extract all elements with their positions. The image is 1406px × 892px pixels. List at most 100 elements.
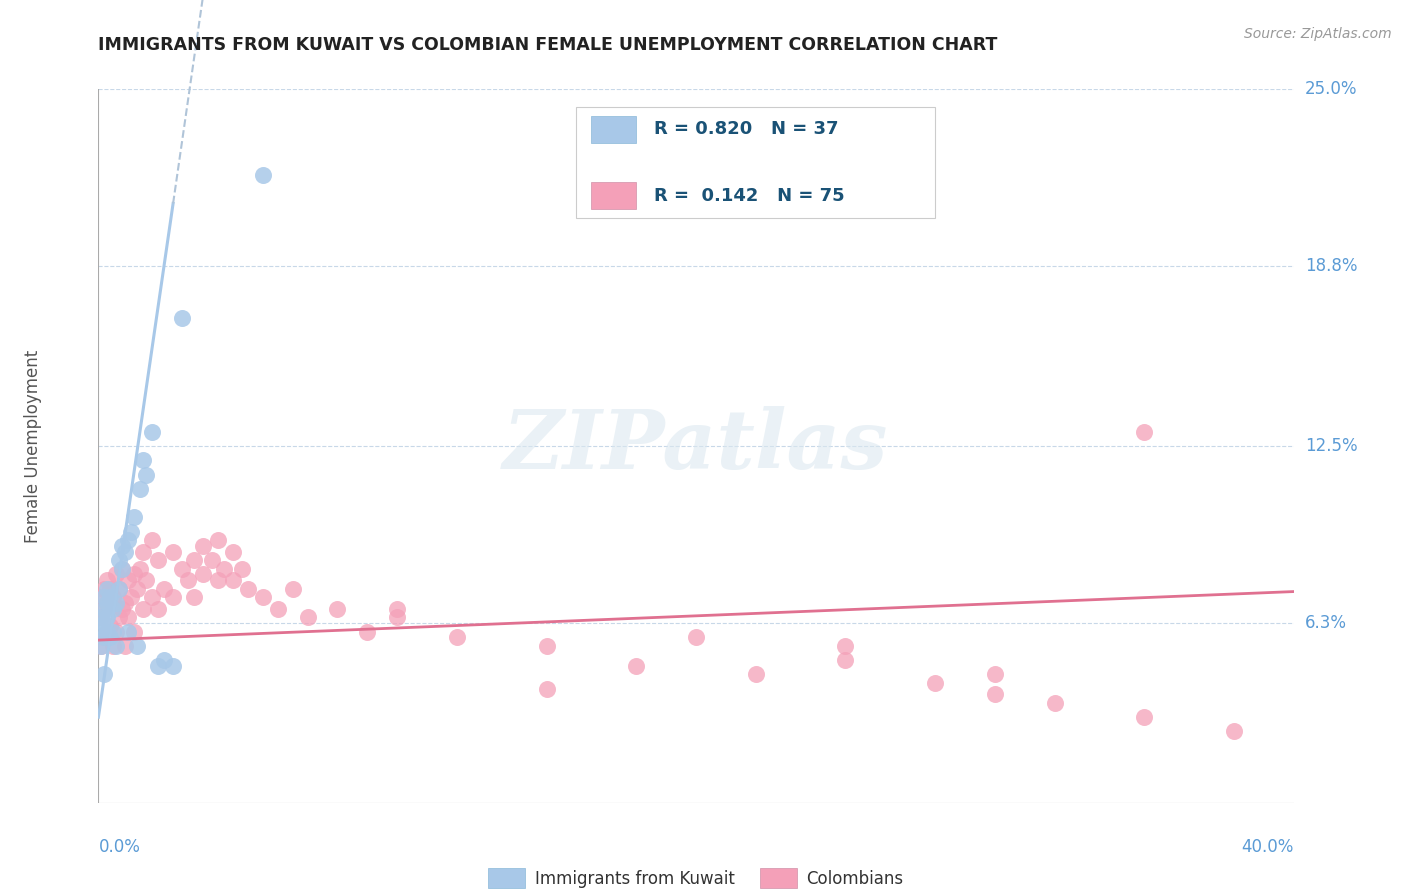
Text: Female Unemployment: Female Unemployment	[24, 350, 42, 542]
Point	[446, 630, 468, 644]
Point	[162, 591, 184, 605]
Point	[117, 610, 139, 624]
Point	[98, 630, 122, 644]
Point	[172, 310, 194, 325]
Point	[385, 610, 409, 624]
Point	[124, 567, 146, 582]
Point	[745, 667, 768, 681]
Point	[834, 639, 856, 653]
Point	[93, 591, 115, 605]
Point	[117, 624, 139, 639]
Point	[117, 573, 139, 587]
Point	[222, 544, 245, 558]
Point	[148, 601, 170, 615]
Point	[183, 591, 205, 605]
Point	[135, 467, 157, 482]
Point	[148, 658, 170, 673]
Point	[236, 582, 259, 596]
Point	[222, 573, 245, 587]
Point	[162, 544, 184, 558]
Point	[326, 601, 349, 615]
Point	[1223, 724, 1246, 739]
Point	[108, 610, 131, 624]
Point	[108, 582, 131, 596]
Point	[1133, 710, 1156, 724]
Point	[141, 425, 163, 439]
Point	[132, 601, 155, 615]
Point	[172, 562, 194, 576]
Point	[93, 615, 115, 630]
Point	[385, 601, 409, 615]
Point	[93, 667, 115, 681]
Point	[93, 601, 115, 615]
Point	[93, 630, 115, 644]
Point	[183, 553, 205, 567]
Text: 25.0%: 25.0%	[1305, 80, 1357, 98]
Point	[685, 630, 707, 644]
FancyBboxPatch shape	[591, 182, 636, 209]
Point	[111, 539, 134, 553]
Point	[93, 601, 115, 615]
Text: ZIPatlas: ZIPatlas	[503, 406, 889, 486]
Point	[924, 676, 946, 690]
Point	[111, 562, 134, 576]
Point	[90, 610, 112, 624]
Point	[96, 610, 118, 624]
Point	[124, 624, 146, 639]
Point	[983, 687, 1005, 701]
Point	[129, 482, 152, 496]
Point	[127, 582, 149, 596]
Point	[201, 553, 224, 567]
Point	[96, 582, 118, 596]
Point	[96, 624, 118, 639]
Text: 0.0%: 0.0%	[98, 838, 141, 855]
Point	[105, 567, 128, 582]
Point	[1133, 425, 1156, 439]
Point	[93, 630, 115, 644]
Point	[96, 596, 118, 610]
Point	[132, 544, 155, 558]
Point	[98, 582, 122, 596]
Text: Source: ZipAtlas.com: Source: ZipAtlas.com	[1244, 27, 1392, 41]
Point	[177, 573, 200, 587]
Point	[90, 639, 112, 653]
Point	[120, 524, 142, 539]
Point	[624, 658, 647, 673]
Point	[103, 601, 125, 615]
Point	[141, 533, 163, 548]
Point	[135, 573, 157, 587]
Point	[132, 453, 155, 467]
FancyBboxPatch shape	[576, 107, 935, 218]
Point	[120, 591, 142, 605]
Point	[207, 573, 229, 587]
Point	[252, 168, 274, 182]
Point	[356, 624, 378, 639]
Point	[536, 639, 558, 653]
Point	[834, 653, 856, 667]
Point	[127, 639, 149, 653]
Text: 6.3%: 6.3%	[1305, 614, 1347, 632]
Point	[141, 591, 163, 605]
Point	[114, 544, 136, 558]
Point	[90, 639, 112, 653]
Point	[153, 653, 176, 667]
Point	[108, 553, 131, 567]
Point	[90, 610, 112, 624]
Point	[90, 591, 112, 605]
Point	[111, 562, 134, 576]
Point	[98, 591, 122, 605]
Point	[103, 624, 125, 639]
Point	[297, 610, 319, 624]
Point	[191, 539, 214, 553]
Point	[114, 596, 136, 610]
Point	[117, 533, 139, 548]
Point	[108, 582, 131, 596]
Text: 18.8%: 18.8%	[1305, 257, 1357, 275]
Text: 12.5%: 12.5%	[1305, 437, 1357, 455]
Point	[207, 533, 229, 548]
Point	[96, 573, 118, 587]
Point	[983, 667, 1005, 681]
Point	[90, 624, 112, 639]
Point	[281, 582, 304, 596]
Text: IMMIGRANTS FROM KUWAIT VS COLOMBIAN FEMALE UNEMPLOYMENT CORRELATION CHART: IMMIGRANTS FROM KUWAIT VS COLOMBIAN FEMA…	[98, 36, 998, 54]
